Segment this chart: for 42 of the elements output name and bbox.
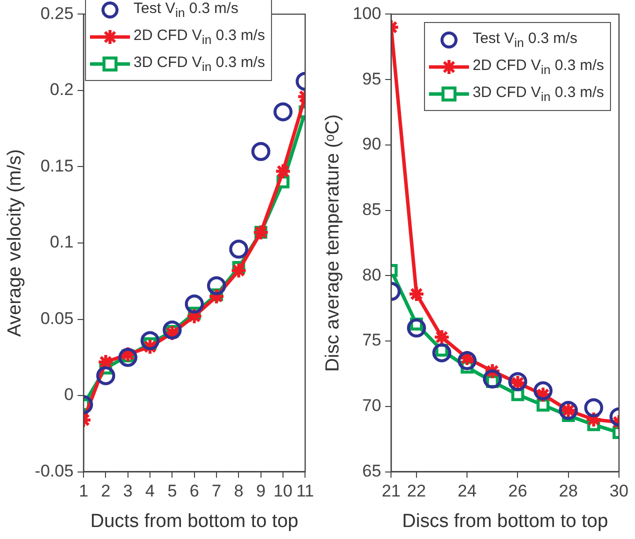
x-tick-label: 7	[212, 482, 222, 501]
x-tick-label: 6	[190, 482, 200, 501]
y-axis-title: Average velocity (m/s)	[4, 149, 26, 337]
y-tick-label: -0.05	[34, 461, 74, 480]
x-tick-label: 21	[382, 482, 401, 501]
y-tick-label: 85	[362, 200, 382, 219]
x-tick-label: 5	[167, 482, 177, 501]
y-tick-label: 100	[352, 4, 382, 23]
legend-label: 3D CFD V$_{in}$ 0.3 m/s	[472, 84, 604, 104]
y-tick-label: 90	[362, 134, 382, 154]
y-tick-label: 70	[362, 396, 382, 416]
x-tick-label: 11	[296, 482, 314, 501]
legend-label: 3D CFD V$_{in}$ 0.3 m/s	[134, 54, 265, 74]
legend-label: 2D CFD V$_{in}$ 0.3 m/s	[472, 56, 604, 77]
x-tick-label: 24	[458, 482, 477, 501]
x-tick-label: 3	[123, 482, 133, 501]
y-tick-label: 65	[362, 461, 382, 480]
x-axis-title: Ducts from bottom to top	[90, 510, 298, 532]
y-tick-label: 80	[362, 265, 382, 284]
x-tick-label: 2	[100, 482, 110, 501]
x-tick-label: 22	[407, 482, 426, 501]
y-tick-label: 0	[64, 385, 74, 404]
legend-label: 2D CFD V$_{in}$ 0.3 m/s	[134, 26, 265, 47]
x-axis-title: Discs from bottom to top	[402, 510, 608, 532]
x-tick-label: 8	[234, 482, 244, 501]
x-tick-label: 1	[78, 482, 88, 501]
y-tick-label: 75	[362, 330, 382, 350]
x-tick-label: 9	[256, 482, 266, 501]
y-tick-label: 0.15	[40, 156, 74, 176]
y-tick-label: 95	[362, 69, 382, 88]
x-tick-label: 30	[610, 482, 628, 501]
legend-label: Test V$_{in}$ 0.3 m/s	[134, 0, 238, 20]
y-axis-title: Disc average temperature (ᵒC)	[322, 114, 344, 372]
x-tick-label: 4	[145, 482, 155, 501]
y-tick-label: 0.1	[50, 232, 74, 252]
legend-label: Test V$_{in}$ 0.3 m/s	[472, 30, 578, 50]
x-tick-label: 26	[508, 482, 528, 501]
y-tick-label: 0.05	[40, 308, 74, 328]
y-tick-label: 0.25	[40, 4, 74, 23]
x-tick-label: 10	[274, 482, 292, 501]
y-tick-label: 0.2	[50, 80, 74, 100]
x-tick-label: 28	[558, 482, 578, 501]
